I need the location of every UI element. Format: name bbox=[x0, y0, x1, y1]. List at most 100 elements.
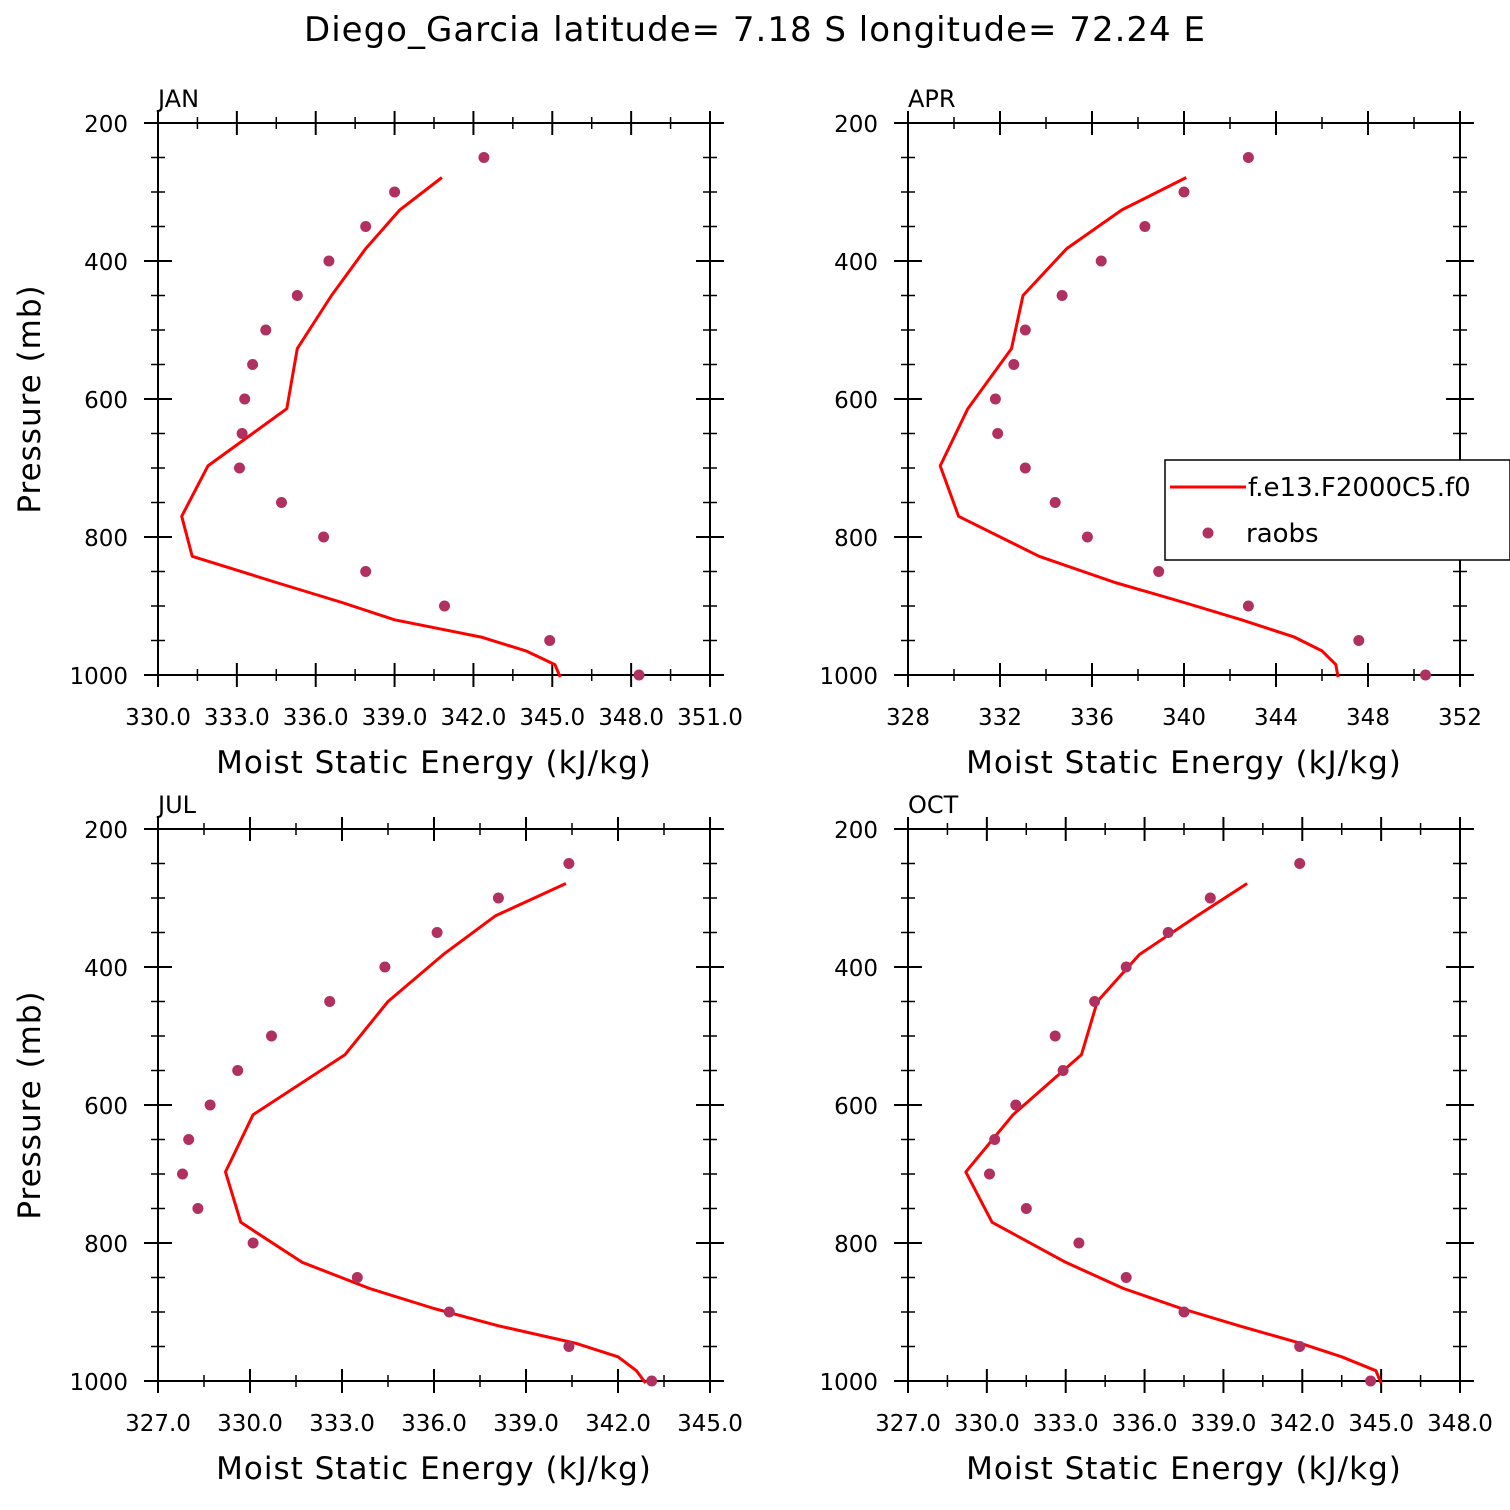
x-tick-label: 348.0 bbox=[598, 705, 664, 731]
data-point-obs bbox=[379, 961, 391, 973]
data-point-obs bbox=[291, 290, 303, 301]
x-axis-label: Moist Static Energy (kJ/kg) bbox=[966, 745, 1402, 781]
x-tick-label: 333.0 bbox=[204, 705, 270, 731]
data-point-obs bbox=[1120, 1272, 1132, 1283]
y-tick-label: 200 bbox=[834, 818, 878, 844]
data-point-obs bbox=[323, 255, 335, 267]
data-point-obs bbox=[1204, 892, 1216, 904]
data-point-obs bbox=[1294, 1341, 1306, 1352]
data-point-obs bbox=[1178, 186, 1190, 198]
x-tick-label: 340 bbox=[1162, 705, 1206, 731]
data-point-obs bbox=[1420, 669, 1431, 681]
data-point-obs bbox=[431, 927, 443, 938]
data-point-obs bbox=[989, 393, 1001, 405]
data-point-obs bbox=[633, 669, 645, 681]
y-tick-label: 800 bbox=[834, 1232, 878, 1258]
series-line-model bbox=[224, 882, 647, 1384]
data-point-obs bbox=[247, 1237, 259, 1249]
panel-title-jul: JUL bbox=[156, 791, 197, 819]
x-tick-label: 330.0 bbox=[954, 1411, 1020, 1437]
figure-title: Diego_Garcia latitude= 7.18 S longitude=… bbox=[304, 10, 1206, 50]
data-point-obs bbox=[492, 892, 504, 904]
data-point-obs bbox=[247, 359, 259, 370]
x-tick-label: 348.0 bbox=[1427, 1411, 1493, 1437]
legend-marker-obs bbox=[1202, 527, 1214, 539]
x-tick-label: 345.0 bbox=[1348, 1411, 1414, 1437]
y-tick-label: 600 bbox=[84, 388, 128, 414]
data-point-obs bbox=[239, 393, 251, 405]
data-point-obs bbox=[439, 600, 450, 612]
data-point-obs bbox=[351, 1272, 363, 1283]
x-tick-label: 345.0 bbox=[677, 1411, 743, 1437]
x-tick-label: 333.0 bbox=[309, 1411, 375, 1437]
y-tick-label: 800 bbox=[84, 1232, 128, 1258]
panel-title-apr: APR bbox=[908, 85, 956, 113]
data-point-obs bbox=[1008, 359, 1020, 370]
data-point-obs bbox=[1120, 961, 1132, 973]
data-point-obs bbox=[318, 531, 330, 543]
data-point-obs bbox=[646, 1375, 658, 1387]
data-point-obs bbox=[389, 186, 401, 198]
y-tick-label: 400 bbox=[834, 956, 878, 982]
x-tick-label: 342.0 bbox=[1269, 1411, 1335, 1437]
data-point-obs bbox=[563, 1341, 575, 1352]
y-tick-label: 1000 bbox=[819, 664, 878, 690]
y-tick-label: 600 bbox=[834, 1094, 878, 1120]
x-tick-label: 327.0 bbox=[875, 1411, 941, 1437]
y-tick-label: 200 bbox=[834, 112, 878, 138]
x-tick-label: 336.0 bbox=[1112, 1411, 1178, 1437]
panel-jul: 327.0 330.0 333.0 336.0 339.0 342.0 345.0 200 40… bbox=[12, 791, 743, 1487]
x-tick-label: 336 bbox=[1070, 705, 1114, 731]
data-point-obs bbox=[360, 566, 372, 577]
data-point-obs bbox=[1020, 1203, 1032, 1214]
x-axis-label: Moist Static Energy (kJ/kg) bbox=[216, 745, 652, 781]
y-tick-label: 400 bbox=[834, 250, 878, 276]
data-point-obs bbox=[1057, 1065, 1069, 1076]
y-tick-label: 800 bbox=[84, 526, 128, 552]
x-tick-label: 344 bbox=[1254, 705, 1298, 731]
x-tick-label: 327.0 bbox=[125, 1411, 191, 1437]
data-point-obs bbox=[324, 996, 336, 1007]
data-point-obs bbox=[989, 1134, 1001, 1145]
data-point-obs bbox=[443, 1306, 455, 1318]
y-tick-label: 1000 bbox=[69, 1370, 128, 1396]
x-tick-label: 348 bbox=[1346, 705, 1390, 731]
x-tick-label: 339.0 bbox=[1190, 1411, 1256, 1437]
data-point-obs bbox=[192, 1203, 204, 1214]
legend-label-model: f.e13.F2000C5.f0 bbox=[1248, 473, 1471, 503]
legend-label-obs: raobs bbox=[1246, 519, 1319, 549]
data-point-obs bbox=[232, 1065, 244, 1076]
legend: f.e13.F2000C5.f0 raobs bbox=[1164, 459, 1510, 561]
series-line-model bbox=[938, 176, 1340, 678]
data-point-obs bbox=[1089, 996, 1101, 1007]
data-point-obs bbox=[1294, 858, 1306, 869]
data-point-obs bbox=[266, 1030, 277, 1042]
x-tick-label: 330.0 bbox=[217, 1411, 283, 1437]
x-tick-label: 351.0 bbox=[677, 705, 743, 731]
x-tick-label: 339.0 bbox=[493, 1411, 559, 1437]
panels-group: 330.0 333.0 336.0 339.0 342.0 345.0 348.0 351.0… bbox=[12, 85, 1493, 1487]
x-tick-label: 339.0 bbox=[362, 705, 428, 731]
data-point-obs bbox=[1019, 462, 1031, 474]
y-axis-label: Pressure (mb) bbox=[12, 284, 48, 513]
data-point-obs bbox=[992, 428, 1004, 439]
x-tick-label: 342.0 bbox=[585, 1411, 651, 1437]
data-point-obs bbox=[1242, 600, 1254, 612]
data-point-obs bbox=[177, 1168, 188, 1180]
y-tick-label: 800 bbox=[834, 526, 878, 552]
data-point-obs bbox=[360, 221, 372, 232]
x-tick-label: 333.0 bbox=[1033, 1411, 1099, 1437]
data-point-obs bbox=[260, 324, 272, 336]
data-point-obs bbox=[1365, 1375, 1377, 1387]
x-tick-label: 330.0 bbox=[125, 705, 191, 731]
x-tick-label: 336.0 bbox=[401, 1411, 467, 1437]
y-tick-label: 200 bbox=[84, 112, 128, 138]
panel-title-oct: OCT bbox=[908, 791, 959, 819]
x-axis-label: Moist Static Energy (kJ/kg) bbox=[216, 1451, 652, 1487]
panel-oct: 327.0 330.0 333.0 336.0 339.0 342.0 345.0 348.0… bbox=[819, 791, 1492, 1487]
data-point-obs bbox=[276, 497, 287, 508]
x-tick-label: 345.0 bbox=[519, 705, 585, 731]
data-point-obs bbox=[183, 1134, 195, 1145]
data-point-obs bbox=[1139, 221, 1151, 232]
